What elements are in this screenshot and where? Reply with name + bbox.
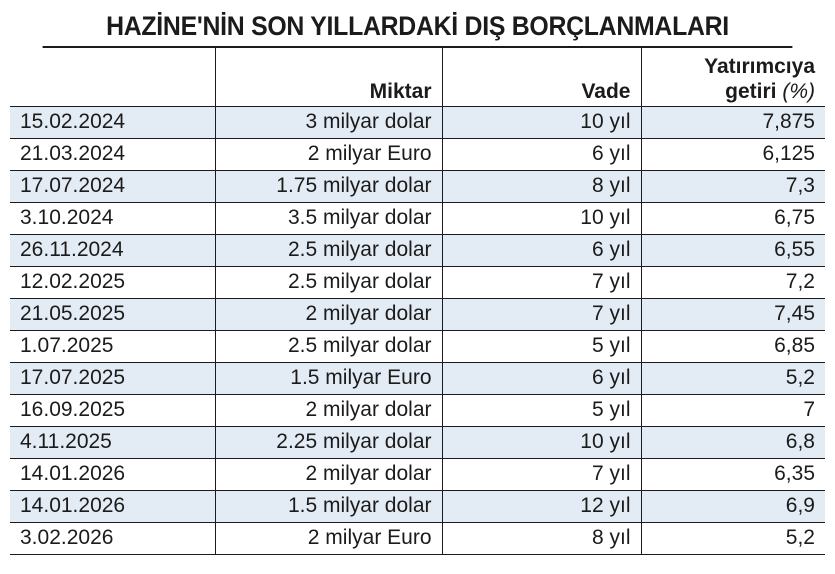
cell-yield: 6,85 bbox=[640, 330, 825, 363]
cell-yield: 6,125 bbox=[640, 138, 825, 171]
cell-amount: 3 milyar dolar bbox=[214, 106, 442, 139]
cell-date: 17.07.2025 bbox=[10, 362, 215, 395]
cell-amount: 3.5 milyar dolar bbox=[214, 202, 442, 235]
cell-date: 4.11.2025 bbox=[10, 426, 215, 459]
cell-date: 21.03.2024 bbox=[10, 138, 215, 171]
table-row: 15.02.2024 3 milyar dolar 10 yıl 7,875 bbox=[10, 106, 825, 139]
cell-yield: 6,9 bbox=[640, 490, 825, 523]
cell-amount: 1.75 milyar dolar bbox=[214, 170, 442, 203]
table-row: 1.07.2025 2.5 milyar dolar 5 yıl 6,85 bbox=[10, 330, 825, 363]
cell-date: 3.02.2026 bbox=[10, 522, 215, 555]
cell-yield: 7,3 bbox=[640, 170, 825, 203]
table-row: 12.02.2025 2.5 milyar dolar 7 yıl 7,2 bbox=[10, 266, 825, 299]
cell-date: 17.07.2024 bbox=[10, 170, 215, 203]
cell-term: 7 yıl bbox=[441, 458, 641, 491]
cell-term: 12 yıl bbox=[441, 490, 641, 523]
cell-yield: 5,2 bbox=[640, 362, 825, 395]
table-row: 3.10.2024 3.5 milyar dolar 10 yıl 6,75 bbox=[10, 202, 825, 235]
cell-date: 26.11.2024 bbox=[10, 234, 215, 267]
cell-date: 3.10.2024 bbox=[10, 202, 215, 235]
cell-date: 21.05.2025 bbox=[10, 298, 215, 331]
cell-term: 10 yıl bbox=[441, 426, 641, 459]
cell-term: 7 yıl bbox=[441, 266, 641, 299]
table-row: 14.01.2026 1.5 milyar dolar 12 yıl 6,9 bbox=[10, 490, 825, 523]
cell-term: 10 yıl bbox=[441, 202, 641, 235]
cell-date: 12.02.2025 bbox=[10, 266, 215, 299]
table-row: 26.11.2024 2.5 milyar dolar 6 yıl 6,55 bbox=[10, 234, 825, 267]
table-row: 21.05.2025 2 milyar dolar 7 yıl 7,45 bbox=[10, 298, 825, 331]
cell-amount: 2 milyar Euro bbox=[214, 138, 442, 171]
cell-yield: 7 bbox=[640, 394, 825, 427]
header-date bbox=[10, 48, 215, 107]
table-body: 15.02.2024 3 milyar dolar 10 yıl 7,875 21.03… bbox=[10, 106, 825, 555]
cell-yield: 6,8 bbox=[640, 426, 825, 459]
cell-term: 5 yıl bbox=[441, 394, 641, 427]
cell-yield: 6,75 bbox=[640, 202, 825, 235]
table-row: 21.03.2024 2 milyar Euro 6 yıl 6,125 bbox=[10, 138, 825, 171]
cell-term: 8 yıl bbox=[441, 170, 641, 203]
cell-yield: 6,55 bbox=[640, 234, 825, 267]
table-row: 3.02.2026 2 milyar Euro 8 yıl 5,2 bbox=[10, 522, 825, 555]
cell-amount: 2.5 milyar dolar bbox=[214, 234, 442, 267]
borrowing-table: Miktar Vade Yatırımcıya getiri (%) 15.02… bbox=[10, 48, 825, 555]
cell-term: 6 yıl bbox=[441, 362, 641, 395]
table-title: HAZİNE'NİN SON YILLARDAKİ DIŞ BORÇLANMAL… bbox=[42, 6, 793, 48]
cell-yield: 7,45 bbox=[640, 298, 825, 331]
cell-amount: 1.5 milyar dolar bbox=[214, 490, 442, 523]
cell-term: 6 yıl bbox=[441, 138, 641, 171]
table-row: 17.07.2024 1.75 milyar dolar 8 yıl 7,3 bbox=[10, 170, 825, 203]
cell-date: 14.01.2026 bbox=[10, 490, 215, 523]
table-row: 14.01.2026 2 milyar dolar 7 yıl 6,35 bbox=[10, 458, 825, 491]
cell-term: 6 yıl bbox=[441, 234, 641, 267]
cell-amount: 2 milyar dolar bbox=[214, 298, 442, 331]
cell-term: 10 yıl bbox=[441, 106, 641, 139]
cell-date: 1.07.2025 bbox=[10, 330, 215, 363]
cell-date: 14.01.2026 bbox=[10, 458, 215, 491]
cell-date: 16.09.2025 bbox=[10, 394, 215, 427]
header-yield-unit: (%) bbox=[782, 79, 815, 103]
header-yield-line1: Yatırımcıya bbox=[704, 54, 815, 78]
cell-amount: 2 milyar Euro bbox=[214, 522, 442, 555]
cell-yield: 6,35 bbox=[640, 458, 825, 491]
table-row: 17.07.2025 1.5 milyar Euro 6 yıl 5,2 bbox=[10, 362, 825, 395]
cell-term: 5 yıl bbox=[441, 330, 641, 363]
table-row: 4.11.2025 2.25 milyar dolar 10 yıl 6,8 bbox=[10, 426, 825, 459]
cell-date: 15.02.2024 bbox=[10, 106, 215, 139]
cell-yield: 7,875 bbox=[640, 106, 825, 139]
cell-amount: 2.5 milyar dolar bbox=[214, 266, 442, 299]
header-yield-line2: getiri bbox=[725, 79, 777, 103]
cell-amount: 2 milyar dolar bbox=[214, 458, 442, 491]
cell-yield: 5,2 bbox=[640, 522, 825, 555]
cell-yield: 7,2 bbox=[640, 266, 825, 299]
header-term: Vade bbox=[441, 48, 641, 107]
cell-term: 7 yıl bbox=[441, 298, 641, 331]
cell-amount: 1.5 milyar Euro bbox=[214, 362, 442, 395]
cell-term: 8 yıl bbox=[441, 522, 641, 555]
table-header: Miktar Vade Yatırımcıya getiri (%) bbox=[10, 48, 825, 107]
table-row: 16.09.2025 2 milyar dolar 5 yıl 7 bbox=[10, 394, 825, 427]
cell-amount: 2 milyar dolar bbox=[214, 394, 442, 427]
header-row: Miktar Vade Yatırımcıya getiri (%) bbox=[10, 48, 825, 107]
cell-amount: 2.5 milyar dolar bbox=[214, 330, 442, 363]
header-amount: Miktar bbox=[214, 48, 442, 107]
header-yield: Yatırımcıya getiri (%) bbox=[640, 48, 825, 107]
cell-amount: 2.25 milyar dolar bbox=[214, 426, 442, 459]
